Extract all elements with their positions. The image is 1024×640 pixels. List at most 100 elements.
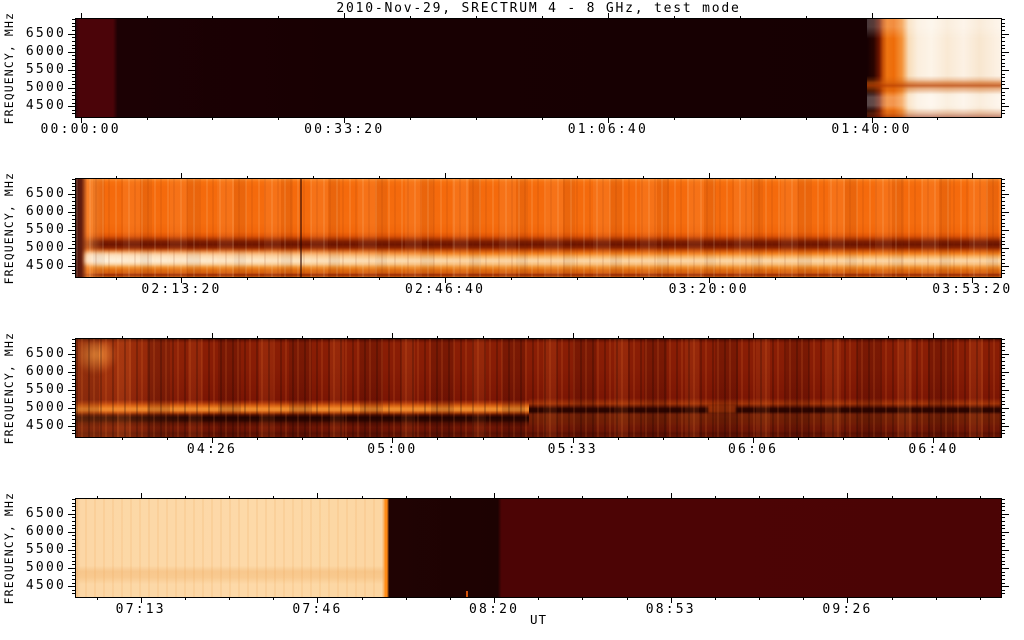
x-tick-label: 08:53 — [645, 602, 696, 617]
y-tick — [72, 48, 76, 50]
x-tick — [538, 597, 540, 600]
y-tick — [1001, 73, 1005, 75]
x-tick — [753, 437, 755, 443]
y-tick — [1001, 77, 1005, 79]
bright-white-band — [85, 251, 465, 265]
x-tick — [708, 336, 709, 339]
y-tick — [1001, 98, 1005, 100]
x-tick — [313, 277, 315, 280]
y-tick — [1001, 371, 1009, 373]
y-tick — [1001, 350, 1005, 352]
x-tick — [847, 597, 849, 603]
x-tick — [211, 333, 213, 339]
x-tick — [871, 117, 873, 123]
y-axis-label-text: FREQUENCY, MHz — [2, 491, 16, 605]
x-tick — [937, 117, 939, 120]
y-tick — [1001, 255, 1005, 257]
x-tick — [906, 277, 908, 280]
y-tick — [72, 55, 76, 57]
y-tick — [68, 389, 76, 391]
x-tick-label: 06:06 — [728, 442, 779, 457]
y-tick — [1001, 535, 1005, 537]
y-tick — [72, 502, 76, 504]
x-tick — [482, 437, 484, 440]
x-tick — [317, 597, 319, 603]
vertical-striping — [76, 179, 1001, 277]
y-tick — [1001, 375, 1005, 377]
y-tick — [1001, 429, 1005, 431]
y-tick — [1001, 379, 1005, 381]
y-tick — [1001, 510, 1005, 512]
y-tick — [72, 535, 76, 537]
band-gap — [707, 404, 736, 414]
y-tick — [68, 353, 76, 355]
y-tick — [1001, 37, 1005, 39]
y-tick — [72, 102, 76, 104]
y-tick — [68, 51, 76, 53]
x-tick — [494, 493, 496, 499]
y-tick — [1001, 182, 1005, 184]
y-tick — [68, 426, 76, 428]
x-tick — [317, 493, 319, 499]
x-tick — [978, 336, 980, 339]
y-tick — [72, 91, 76, 93]
x-tick — [96, 597, 98, 600]
y-tick — [1001, 393, 1005, 395]
y-tick — [72, 182, 76, 184]
y-tick — [1001, 266, 1009, 268]
y-tick — [1001, 215, 1005, 217]
y-tick — [72, 364, 76, 366]
y-tick — [1001, 186, 1005, 188]
plot-area-2: 6500 6000 5500 5000 4500 02:13:20 02:46:40 03:2… — [26, 173, 1010, 297]
y-tick — [1001, 549, 1009, 551]
x-tick — [843, 336, 845, 339]
x-tick — [211, 437, 213, 443]
x-tick — [673, 16, 675, 19]
y-tick — [68, 33, 76, 35]
y-tick — [72, 510, 76, 512]
x-tick — [805, 16, 807, 19]
y-tick — [1001, 513, 1009, 515]
y-axis-label-text: FREQUENCY, MHz — [2, 11, 16, 125]
y-tick — [1001, 426, 1009, 428]
y-tick — [1001, 433, 1005, 435]
x-tick — [212, 16, 214, 19]
plot-area-4: 6500 6000 5500 5000 4500 07:13 07:46 08:20 08:53… — [26, 493, 1009, 617]
y-tick — [1001, 208, 1005, 210]
y-tick — [1001, 342, 1005, 344]
y-tick-label: 5000 — [25, 80, 66, 96]
y-tick — [68, 229, 76, 231]
x-tick — [121, 336, 123, 339]
x-tick — [774, 176, 776, 179]
y-tick — [1001, 575, 1005, 577]
y-tick — [72, 368, 76, 370]
y-tick — [72, 190, 76, 192]
y-tick — [1001, 578, 1005, 580]
y-tick — [1001, 269, 1005, 271]
y-tick — [68, 549, 76, 551]
x-tick — [482, 336, 484, 339]
y-tick — [1001, 397, 1005, 399]
y-tick — [1001, 360, 1005, 362]
y-tick — [1001, 40, 1005, 42]
x-tick — [379, 176, 381, 179]
y-tick — [72, 66, 76, 68]
y-tick — [72, 109, 76, 111]
y-tick — [72, 397, 76, 399]
y-tick — [68, 568, 76, 570]
x-tick — [181, 173, 183, 179]
y-tick — [1001, 520, 1005, 522]
y-tick — [1001, 84, 1005, 86]
x-tick — [510, 176, 512, 179]
x-tick — [273, 597, 275, 600]
y-tick-label: 5500 — [25, 381, 66, 397]
y-tick — [72, 418, 76, 420]
x-tick — [642, 176, 644, 179]
x-tick — [527, 336, 529, 339]
y-tick — [1001, 531, 1009, 533]
y-tick — [72, 571, 76, 573]
y-tick-label: 4500 — [25, 418, 66, 434]
y-tick — [72, 357, 76, 359]
y-tick — [72, 113, 76, 115]
y-tick — [1001, 95, 1005, 97]
